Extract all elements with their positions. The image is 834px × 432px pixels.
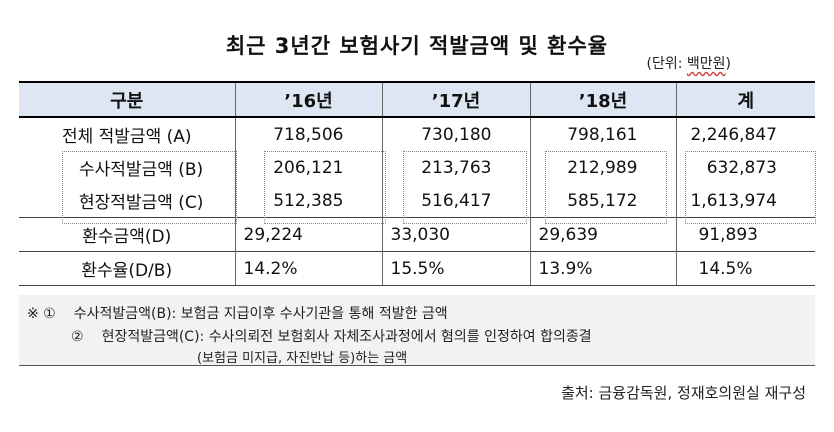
row-label: 현장적발금액 (C) — [79, 193, 204, 213]
unit-note: (단위: 백만원) — [646, 56, 732, 72]
table-row-investigation: 수사적발금액 (B) 206,121 213,763 212,989 632,8… — [19, 151, 815, 184]
table-header-row: 구분 ’16년 ’17년 ’18년 계 — [19, 81, 815, 118]
table-cell: 1,613,974 — [675, 184, 815, 218]
table-cell: 14.2% — [234, 251, 382, 286]
table-cell: 718,506 — [234, 117, 382, 151]
header-2017: ’17년 — [381, 81, 530, 118]
table-row-recovery: 환수금액(D) 29,224 33,030 29,639 91,893 — [19, 217, 815, 252]
table-cell: 29,224 — [234, 217, 382, 252]
table-cell: 29,639 — [529, 217, 676, 252]
source-note: 출처: 금융감독원, 정재호의원실 재구성 — [561, 384, 806, 402]
table-cell: 512,385 — [234, 184, 382, 218]
table-cell: 14.5% — [675, 251, 815, 286]
row-label: 전체 적발금액 (A) — [61, 127, 192, 147]
page-title: 최근 3년간 보험사기 적발금액 및 환수율 — [225, 34, 609, 58]
table-cell: 91,893 — [675, 217, 815, 252]
footnotes: ※ ① 수사적발금액(B): 보험금 지급이후 수사기관을 통해 적발한 금액 ②… — [19, 295, 815, 366]
table-row-onsite: 현장적발금액 (C) 512,385 516,417 585,172 1,613… — [19, 184, 815, 218]
table-cell: 212,989 — [529, 151, 676, 184]
table-cell: 206,121 — [234, 151, 382, 184]
table-cell: 585,172 — [529, 184, 676, 218]
table-cell: 15.5% — [381, 251, 530, 286]
header-2018: ’18년 — [529, 81, 676, 118]
table-cell: 798,161 — [529, 117, 676, 151]
table-cell: 2,246,847 — [675, 117, 815, 151]
fraud-table: 구분 ’16년 ’17년 ’18년 계 전체 적발금액 (A) 718,506 … — [19, 81, 815, 286]
footnote-2-continued: (보험금 미지급, 자진반납 등)하는 금액 — [197, 351, 408, 366]
table-cell: 33,030 — [381, 217, 530, 252]
table-row-rate: 환수율(D/B) 14.2% 15.5% 13.9% 14.5% — [19, 251, 815, 286]
table-cell: 730,180 — [381, 117, 530, 151]
header-2016: ’16년 — [234, 81, 382, 118]
footnote-1: ※ ① 수사적발금액(B): 보험금 지급이후 수사기관을 통해 적발한 금액 — [27, 306, 448, 322]
row-label: 환수금액(D) — [19, 217, 235, 252]
table-cell: 516,417 — [381, 184, 530, 218]
row-label: 환수율(D/B) — [19, 251, 235, 286]
header-total: 계 — [675, 81, 815, 118]
table-row-total-detected: 전체 적발금액 (A) 718,506 730,180 798,161 2,24… — [19, 117, 815, 151]
row-label: 수사적발금액 (B) — [79, 160, 204, 180]
table-cell: 13.9% — [529, 251, 676, 286]
footnote-2: ② 현장적발금액(C): 수사의뢰전 보험회사 자체조사과정에서 혐의를 인정하여… — [71, 329, 592, 345]
header-category: 구분 — [19, 81, 235, 118]
table-cell: 632,873 — [675, 151, 815, 184]
table-cell: 213,763 — [381, 151, 530, 184]
